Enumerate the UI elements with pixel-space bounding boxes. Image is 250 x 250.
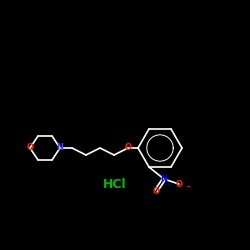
Text: +: + [166, 182, 172, 186]
Text: O: O [124, 144, 132, 152]
Text: −: − [185, 184, 191, 190]
Text: N: N [160, 174, 168, 184]
Text: O: O [26, 144, 34, 152]
Text: N: N [56, 144, 64, 152]
Text: O: O [176, 180, 182, 188]
Text: O: O [152, 186, 160, 196]
Text: HCl: HCl [103, 178, 127, 192]
